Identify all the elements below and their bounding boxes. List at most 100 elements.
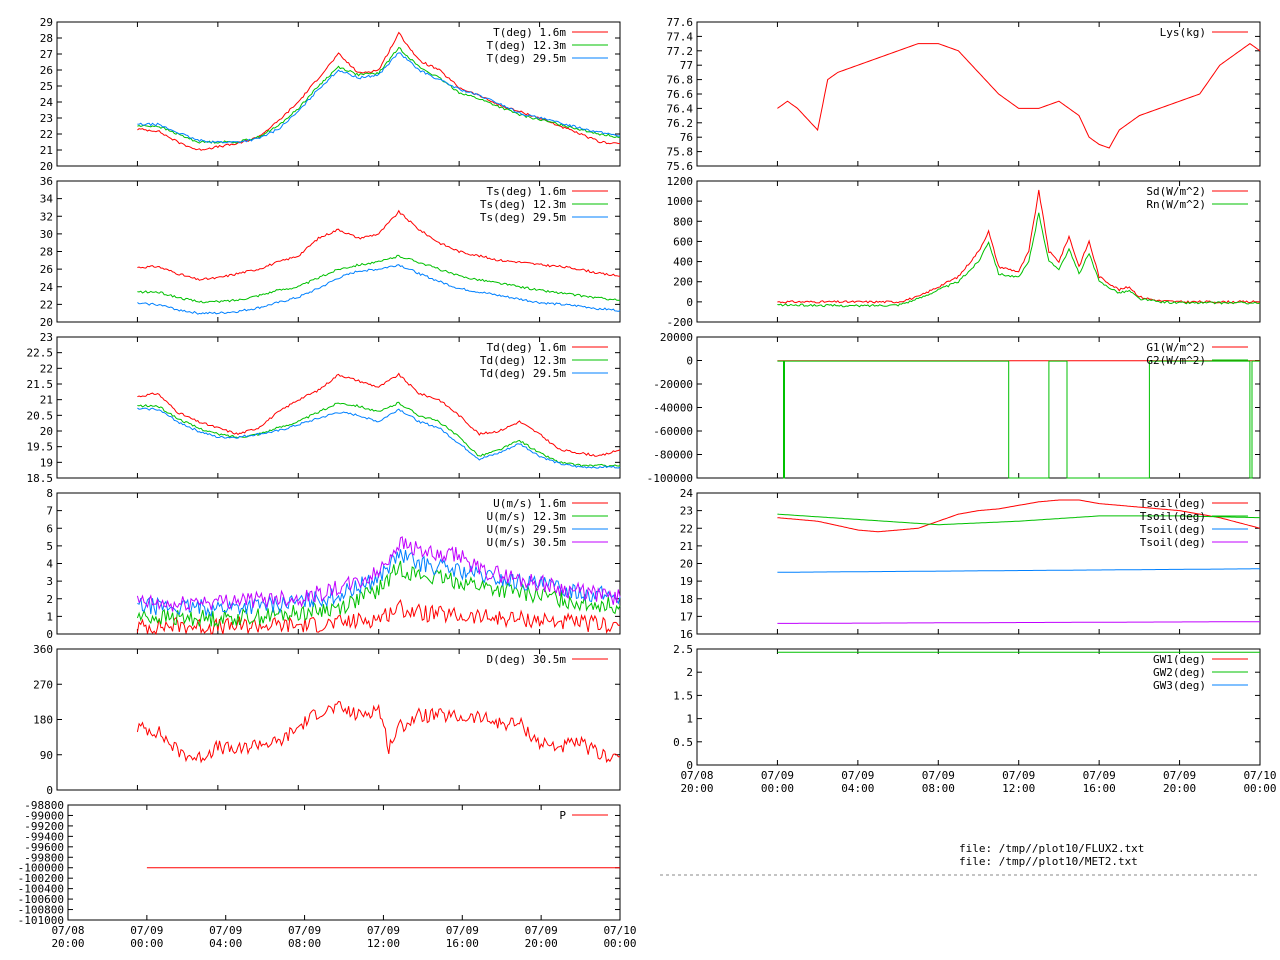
y-tick-label: 76 — [680, 131, 693, 144]
legend-label: U(m/s) 29.5m — [487, 523, 567, 536]
legend-label: Lys(kg) — [1160, 26, 1206, 39]
x-tick-label: 20:00 — [51, 937, 84, 950]
y-tick-label: 0 — [686, 759, 693, 772]
y-tick-label: -100000 — [18, 862, 64, 875]
legend-label: GW3(deg) — [1153, 679, 1206, 692]
series-line — [137, 372, 621, 457]
y-tick-label: 77.4 — [667, 30, 694, 43]
legend-label: T(deg) 29.5m — [487, 52, 567, 65]
legend-label: G1(W/m^2) — [1146, 341, 1206, 354]
x-tick-label: 00:00 — [130, 937, 163, 950]
x-tick-label: 16:00 — [446, 937, 479, 950]
legend-label: Tsoil(deg) — [1140, 510, 1206, 523]
y-tick-label: 20 — [680, 558, 693, 571]
y-tick-label: 75.8 — [667, 146, 694, 159]
plot-frame — [696, 180, 1261, 323]
y-tick-label: 77 — [680, 59, 693, 72]
y-tick-label: 77.6 — [667, 16, 694, 29]
y-tick-label: 2 — [46, 593, 53, 606]
y-tick-label: -99200 — [24, 820, 64, 833]
y-tick-label: 20 — [40, 160, 53, 173]
y-tick-label: 200 — [673, 276, 693, 289]
series-line — [136, 560, 621, 628]
series-line — [136, 598, 621, 636]
y-tick-label: -99600 — [24, 841, 64, 854]
series-line — [137, 209, 621, 281]
y-tick-label: 28 — [40, 32, 53, 45]
y-tick-label: 2 — [686, 666, 693, 679]
y-tick-label: 22 — [680, 522, 693, 535]
y-tick-label: 22 — [40, 362, 53, 375]
legend-label: Td(deg) 29.5m — [480, 367, 566, 380]
panel-u: 0 1 2 3 4 5 6 7 8 U(m/s) 1.6mU(m/s) 12.3mU(m/s) 2… — [46, 487, 621, 641]
y-tick-label: 8 — [46, 487, 53, 500]
panel-g: -100000 -80000 -60000 -40000 -20000 0 20000 G1(… — [647, 331, 1261, 485]
panel-tsoil: 161718192021222324Tsoil(deg)Tsoil(deg)Ts… — [680, 487, 1261, 641]
plot-frame — [56, 648, 621, 791]
y-tick-label: 23 — [40, 112, 53, 125]
y-tick-label: 90 — [40, 749, 53, 762]
y-tick-label: 1200 — [667, 175, 694, 188]
y-tick-label: 1 — [46, 610, 53, 623]
y-tick-label: 19 — [40, 456, 53, 469]
x-tick-label: 07/09 — [367, 924, 400, 937]
y-tick-label: 19.5 — [27, 441, 54, 454]
x-tick-label: 16:00 — [1083, 782, 1116, 795]
series-line — [137, 254, 621, 304]
legend-label: G2(W/m^2) — [1146, 354, 1206, 367]
y-tick-label: -60000 — [653, 425, 693, 438]
y-tick-label: 34 — [40, 193, 54, 206]
y-tick-label: 22 — [40, 128, 53, 141]
x-tick-label: 20:00 — [525, 937, 558, 950]
y-tick-label: 21 — [680, 540, 693, 553]
y-tick-label: 24 — [680, 487, 694, 500]
y-tick-label: -100400 — [18, 883, 64, 896]
x-tick-label: 07/08 — [680, 769, 713, 782]
y-tick-label: 26 — [40, 64, 53, 77]
x-tick-label: 07/09 — [1002, 769, 1035, 782]
y-tick-label: -20000 — [653, 378, 693, 391]
x-tick-label: 07/09 — [922, 769, 955, 782]
legend-label: Ts(deg) 12.3m — [480, 198, 566, 211]
legend-label: Ts(deg) 29.5m — [480, 211, 566, 224]
x-tick-label: 07/09 — [446, 924, 479, 937]
y-tick-label: -101000 — [18, 914, 64, 927]
y-tick-label: 32 — [40, 210, 53, 223]
plot-frame — [67, 804, 621, 921]
y-tick-label: 0 — [686, 296, 693, 309]
series-line — [777, 499, 1261, 533]
y-tick-label: 76.4 — [667, 102, 694, 115]
y-tick-label: 6 — [46, 522, 53, 535]
legend-label: U(m/s) 30.5m — [487, 536, 567, 549]
y-tick-label: 24 — [40, 96, 54, 109]
y-tick-label: 7 — [46, 505, 53, 518]
y-tick-label: 21 — [40, 394, 53, 407]
y-tick-label: 0 — [46, 628, 53, 641]
legend-label: Tsoil(deg) — [1140, 536, 1206, 549]
y-tick-label: 18 — [680, 593, 693, 606]
panel-d: 0 90 180 270 360 D(deg) 30.5m — [33, 643, 621, 797]
series-line — [777, 621, 1260, 624]
y-tick-label: 22.5 — [27, 347, 54, 360]
x-tick-label: 07/09 — [288, 924, 321, 937]
y-tick-label: 23 — [40, 331, 53, 344]
y-tick-label: 1 — [686, 713, 693, 726]
y-tick-label: -99400 — [24, 830, 64, 843]
plot-frame — [56, 21, 621, 167]
series-line — [777, 212, 1261, 308]
x-tick-label: 07/09 — [1083, 769, 1116, 782]
legend-label: Td(deg) 1.6m — [487, 341, 567, 354]
x-tick-label: 07/08 — [51, 924, 84, 937]
x-tick-label: 07/09 — [209, 924, 242, 937]
y-tick-label: 20 — [40, 316, 53, 329]
y-tick-label: -98800 — [24, 799, 64, 812]
y-tick-label: 2.5 — [673, 643, 693, 656]
y-tick-label: 25 — [40, 80, 53, 93]
y-tick-label: -80000 — [653, 449, 693, 462]
y-tick-label: 0.5 — [673, 736, 693, 749]
y-tick-label: -100600 — [18, 893, 64, 906]
y-tick-label: 4 — [46, 558, 53, 571]
x-tick-label: 20:00 — [1163, 782, 1196, 795]
y-tick-label: 600 — [673, 235, 693, 248]
x-tick-label: 00:00 — [603, 937, 636, 950]
